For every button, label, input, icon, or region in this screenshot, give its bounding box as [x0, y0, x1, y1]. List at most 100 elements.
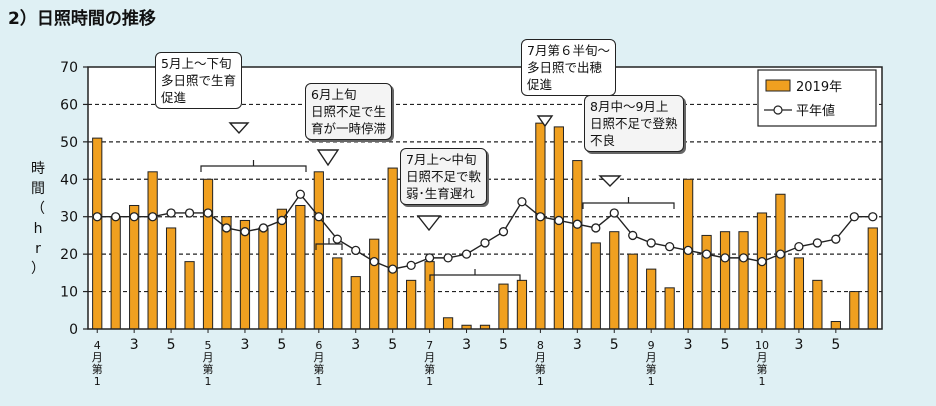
bar	[849, 291, 860, 330]
x-tick-label: 5	[167, 337, 176, 353]
normal-point	[203, 208, 213, 218]
normal-point	[831, 234, 841, 244]
y-tick-label: 30	[60, 210, 78, 226]
x-tick-label: 8	[537, 339, 544, 352]
normal-point	[775, 249, 786, 259]
chart-title: 2）日照時間の推移	[8, 9, 156, 29]
normal-point	[868, 212, 878, 222]
x-tick-label: 5	[388, 337, 397, 353]
bar	[738, 231, 749, 330]
bar	[701, 234, 712, 330]
bar	[406, 279, 417, 330]
normal-point	[480, 238, 490, 248]
y-axis-label: ）	[31, 261, 45, 277]
bar	[664, 287, 675, 330]
normal-point	[812, 238, 823, 248]
annotation-may: 5月上～下旬 多日照で生育 促進	[155, 52, 243, 109]
x-tick-label: 月	[313, 351, 324, 364]
x-tick-label: 第	[92, 362, 103, 376]
bar	[387, 167, 398, 330]
bar	[221, 216, 232, 330]
y-tick-label: 60	[60, 97, 78, 113]
bar	[609, 231, 620, 330]
normal-point	[314, 212, 324, 222]
y-axis-label: r	[35, 241, 41, 257]
x-tick-label: 5	[277, 337, 286, 353]
normal-point	[166, 208, 176, 218]
bar	[830, 321, 841, 330]
bracket-aug	[582, 197, 675, 209]
normal-point	[720, 253, 730, 263]
x-tick-label: 第	[313, 362, 324, 376]
x-tick-label: 1	[205, 375, 212, 388]
x-tick-label: 4	[94, 339, 101, 352]
bar	[775, 193, 786, 330]
bar	[165, 227, 177, 330]
bar	[332, 257, 343, 330]
x-tick-label: 1	[94, 375, 101, 388]
annotation-july: 7月上～中旬 日照不足で軟 弱･生育遅れ	[400, 148, 488, 205]
x-tick-label: 第	[424, 362, 435, 376]
bar	[535, 122, 546, 330]
normal-point	[461, 249, 472, 259]
bar	[350, 276, 361, 330]
normal-point	[351, 245, 361, 256]
x-tick-label: 5	[205, 339, 212, 352]
normal-point	[554, 215, 564, 226]
y-tick-label: 20	[60, 247, 78, 263]
y-tick-label: 70	[60, 60, 78, 76]
annotation-june: 6月上旬 日照不足で生 育が一時停滞	[305, 83, 393, 140]
x-tick-label: 月	[535, 351, 546, 364]
bar	[442, 317, 454, 330]
bar	[147, 171, 158, 330]
bracket-july	[429, 269, 521, 281]
y-tick-label: 0	[69, 322, 78, 338]
pointer-aug	[598, 175, 622, 187]
bar	[313, 171, 324, 330]
x-tick-label: 3	[573, 337, 582, 353]
x-tick-label: 5	[610, 337, 619, 353]
bar	[812, 279, 823, 330]
plot-border	[87, 66, 883, 330]
x-tick-label: 7	[426, 339, 433, 352]
y-axis-label: （	[31, 201, 45, 217]
bar	[867, 227, 878, 330]
bar	[258, 227, 269, 330]
x-tick-label: 6	[315, 339, 322, 352]
normal-point	[221, 223, 232, 233]
x-tick-label: 月	[424, 351, 435, 364]
annotation-aug: 8月中～9月上 日照不足で登熟 不良	[584, 95, 684, 152]
legend-line-label: 平年値	[796, 103, 835, 119]
legend	[757, 69, 877, 127]
normal-point	[92, 212, 102, 222]
x-tick-label: 1	[315, 375, 322, 388]
x-tick-label: 月	[203, 351, 214, 364]
normal-point	[258, 223, 269, 233]
x-tick-label: 5	[721, 337, 730, 353]
normal-point	[535, 212, 546, 222]
pointer-june	[316, 149, 340, 167]
normal-point	[794, 242, 804, 252]
bar	[553, 126, 564, 330]
pointer-july-end	[536, 115, 554, 128]
x-tick-label: 第	[756, 362, 767, 376]
legend-bar-swatch	[765, 79, 791, 92]
x-tick-label: 第	[646, 362, 657, 376]
bar	[646, 268, 657, 330]
normal-point	[517, 197, 527, 207]
bar	[590, 242, 601, 330]
pointer-may	[228, 122, 250, 135]
x-tick-label: 第	[203, 362, 214, 376]
normal-point	[147, 212, 158, 222]
x-tick-label: 月	[646, 351, 657, 364]
normal-point	[332, 234, 342, 244]
normal-point	[572, 219, 582, 229]
normal-point	[129, 212, 139, 222]
normal-point	[628, 230, 638, 241]
y-axis-label: 時	[31, 161, 45, 177]
bar	[129, 204, 140, 330]
normal-point	[369, 256, 379, 267]
bar	[184, 261, 195, 330]
pointer-july	[416, 215, 442, 232]
x-tick-label: 月	[756, 351, 767, 364]
